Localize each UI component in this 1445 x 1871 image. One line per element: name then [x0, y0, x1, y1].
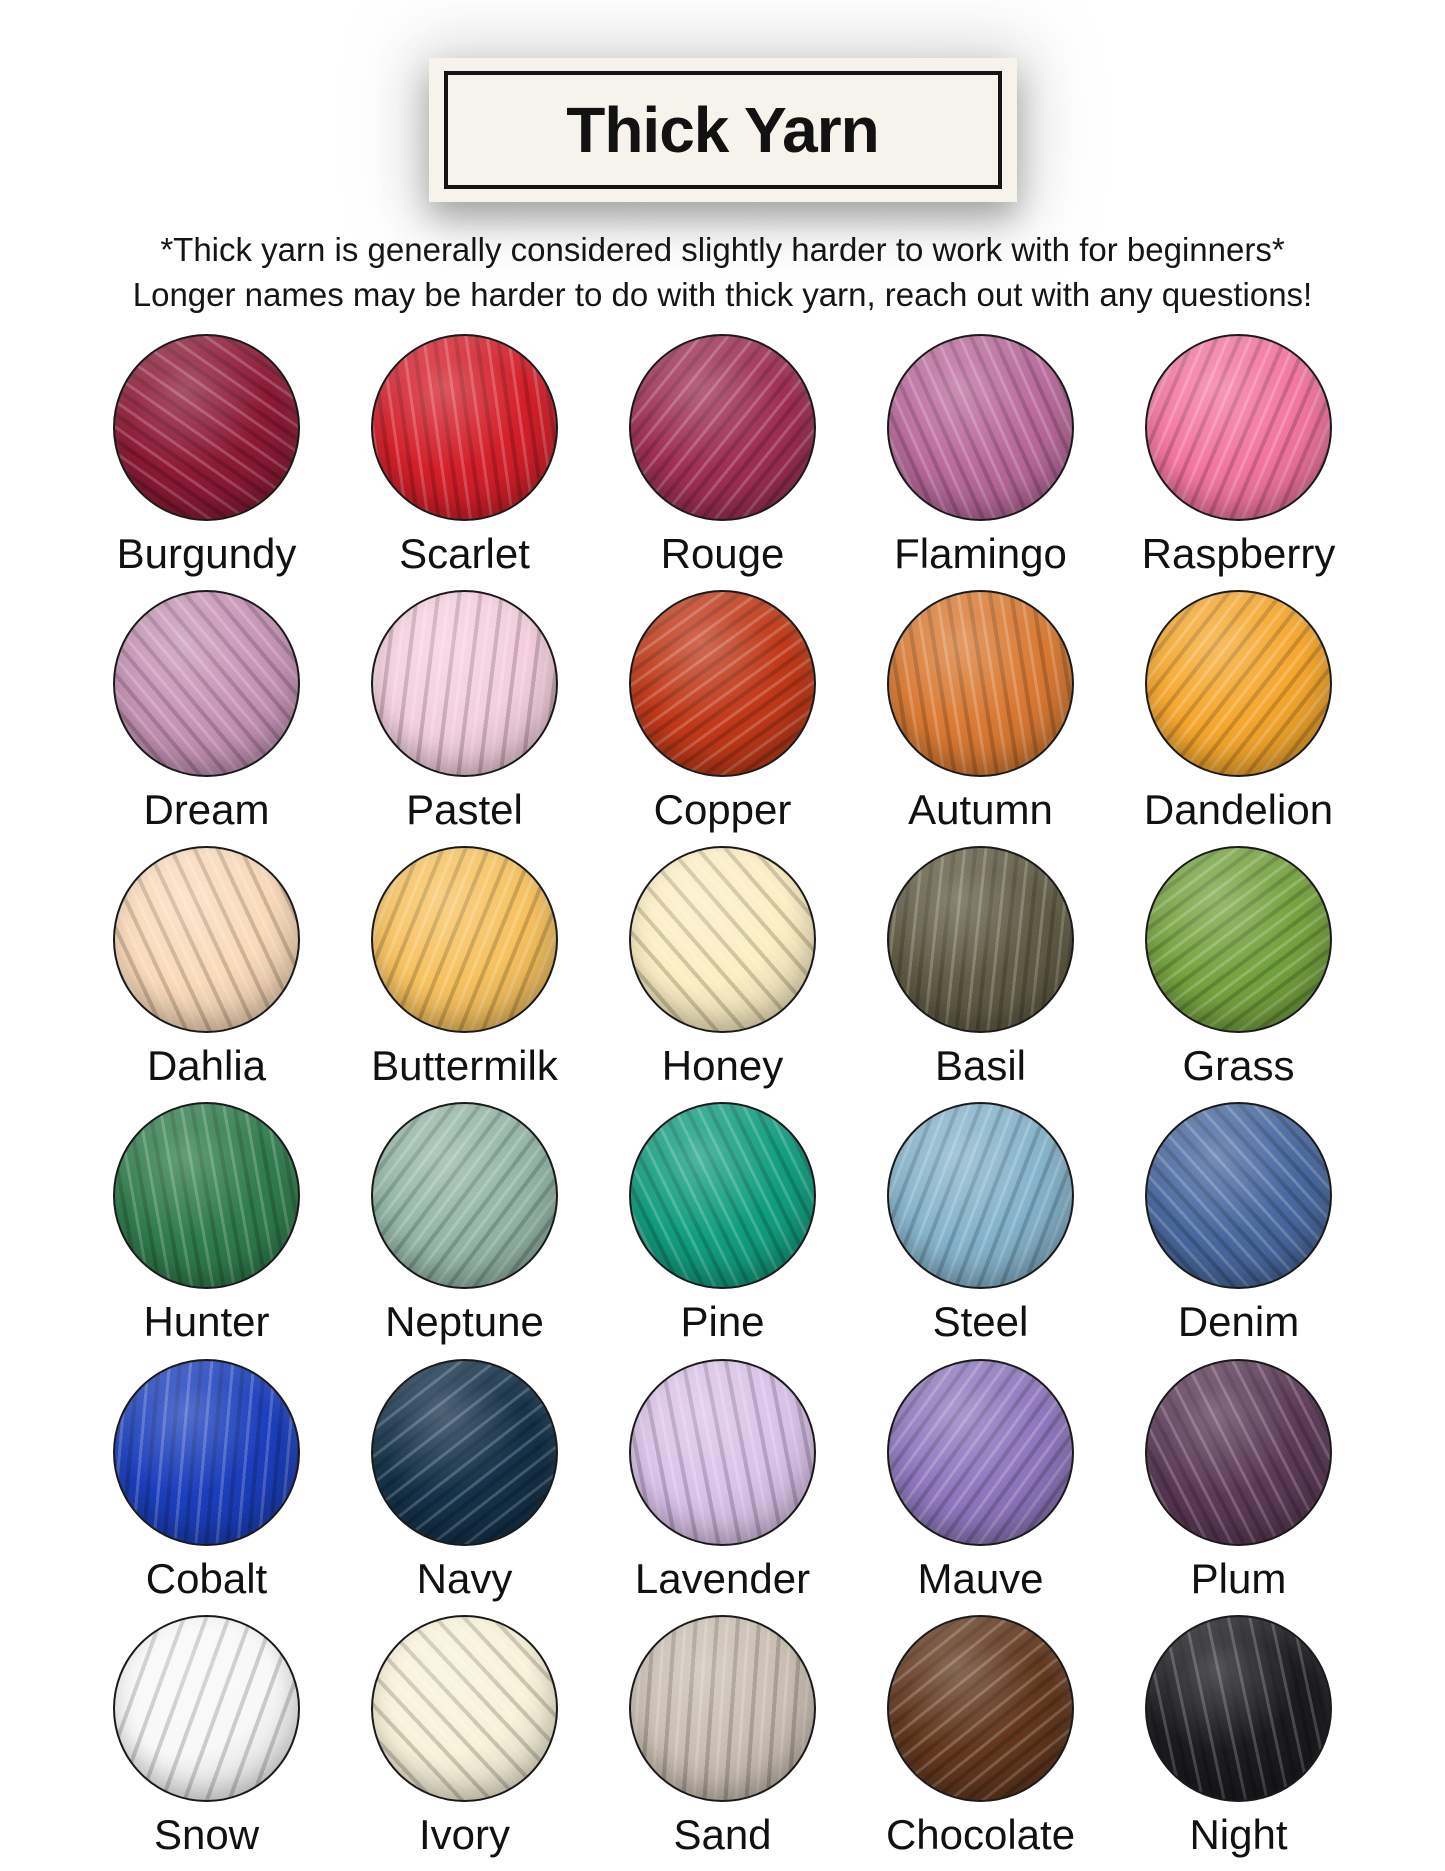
- yarn-item: Night: [1110, 1614, 1368, 1858]
- yarn-ball-image: [1145, 589, 1332, 777]
- yarn-item: Scarlet: [336, 333, 594, 577]
- title-box-border: Thick Yarn: [443, 71, 1002, 189]
- yarn-ball-image: [371, 333, 558, 521]
- subtitle: *Thick yarn is generally considered slig…: [0, 228, 1445, 318]
- yarn-item: Buttermilk: [336, 846, 594, 1089]
- yarn-name-label: Flamingo: [894, 529, 1067, 577]
- yarn-name-label: Dandelion: [1143, 785, 1334, 833]
- yarn-name-label: Ivory: [418, 1810, 510, 1858]
- yarn-item: Dandelion: [1110, 589, 1368, 833]
- yarn-name-label: Scarlet: [399, 529, 530, 577]
- yarn-name-label: Basil: [934, 1042, 1027, 1090]
- yarn-item: Basil: [852, 846, 1110, 1089]
- yarn-item: Grass: [1110, 846, 1368, 1089]
- yarn-item: Denim: [1110, 1102, 1368, 1345]
- yarn-ball-image: [629, 589, 816, 777]
- yarn-ball-image: [371, 589, 558, 777]
- yarn-name-label: Hunter: [143, 1298, 270, 1346]
- yarn-item: Hunter: [78, 1102, 336, 1345]
- yarn-item: Dream: [78, 589, 336, 833]
- yarn-item: Chocolate: [852, 1614, 1110, 1858]
- yarn-item: Dahlia: [78, 846, 336, 1089]
- yarn-grid: Burgundy Scarlet Rouge Flamingo Raspberr…: [78, 333, 1368, 1858]
- yarn-name-label: Autumn: [908, 785, 1053, 833]
- yarn-name-label: Snow: [153, 1810, 260, 1858]
- yarn-name-label: Chocolate: [885, 1810, 1076, 1858]
- yarn-name-label: Lavender: [634, 1554, 811, 1602]
- subtitle-line-1: *Thick yarn is generally considered slig…: [160, 231, 1285, 268]
- yarn-name-label: Neptune: [385, 1298, 544, 1346]
- yarn-item: Cobalt: [78, 1358, 336, 1602]
- yarn-ball-image: [1145, 333, 1332, 521]
- yarn-item: Ivory: [336, 1614, 594, 1858]
- yarn-ball-image: [113, 1358, 300, 1546]
- yarn-ball-image: [1145, 846, 1332, 1034]
- yarn-item: Pine: [594, 1102, 852, 1345]
- yarn-ball-image: [629, 333, 816, 521]
- yarn-item: Neptune: [336, 1102, 594, 1345]
- yarn-ball-image: [629, 1614, 816, 1802]
- yarn-name-label: Denim: [1177, 1298, 1300, 1346]
- yarn-name-label: Dream: [143, 785, 270, 833]
- yarn-item: Pastel: [336, 589, 594, 833]
- yarn-name-label: Buttermilk: [371, 1042, 558, 1090]
- yarn-ball-image: [887, 1614, 1074, 1802]
- yarn-ball-image: [629, 1102, 816, 1290]
- yarn-ball-image: [629, 846, 816, 1034]
- yarn-item: Plum: [1110, 1358, 1368, 1602]
- yarn-name-label: Rouge: [660, 529, 785, 577]
- yarn-ball-image: [371, 1358, 558, 1546]
- yarn-ball-image: [887, 589, 1074, 777]
- yarn-name-label: Sand: [673, 1810, 772, 1858]
- yarn-ball-image: [113, 1614, 300, 1802]
- yarn-item: Honey: [594, 846, 852, 1089]
- header: Thick Yarn: [0, 0, 1445, 202]
- yarn-ball-image: [887, 333, 1074, 521]
- yarn-item: Lavender: [594, 1358, 852, 1602]
- yarn-name-label: Burgundy: [116, 529, 297, 577]
- yarn-item: Burgundy: [78, 333, 336, 577]
- yarn-name-label: Dahlia: [146, 1042, 267, 1090]
- yarn-name-label: Raspberry: [1141, 529, 1336, 577]
- yarn-item: Snow: [78, 1614, 336, 1858]
- yarn-item: Raspberry: [1110, 333, 1368, 577]
- yarn-name-label: Plum: [1190, 1554, 1287, 1602]
- yarn-ball-image: [113, 1102, 300, 1290]
- yarn-name-label: Cobalt: [145, 1554, 268, 1602]
- yarn-ball-image: [113, 589, 300, 777]
- yarn-item: Flamingo: [852, 333, 1110, 577]
- yarn-ball-image: [371, 846, 558, 1034]
- yarn-ball-image: [887, 846, 1074, 1034]
- yarn-name-label: Night: [1189, 1810, 1288, 1858]
- yarn-ball-image: [629, 1358, 816, 1546]
- yarn-item: Steel: [852, 1102, 1110, 1345]
- yarn-name-label: Steel: [932, 1298, 1029, 1346]
- title-box: Thick Yarn: [428, 58, 1017, 202]
- subtitle-line-2: Longer names may be harder to do with th…: [132, 275, 1313, 313]
- yarn-name-label: Honey: [661, 1042, 784, 1090]
- yarn-name-label: Navy: [416, 1554, 513, 1602]
- yarn-item: Autumn: [852, 589, 1110, 833]
- yarn-ball-image: [1145, 1614, 1332, 1802]
- yarn-item: Navy: [336, 1358, 594, 1602]
- yarn-ball-image: [887, 1358, 1074, 1546]
- yarn-item: Mauve: [852, 1358, 1110, 1602]
- yarn-ball-image: [113, 333, 300, 521]
- yarn-name-label: Grass: [1182, 1042, 1295, 1090]
- yarn-name-label: Mauve: [917, 1554, 1044, 1602]
- yarn-ball-image: [1145, 1358, 1332, 1546]
- yarn-name-label: Pastel: [406, 785, 523, 833]
- yarn-name-label: Copper: [653, 785, 792, 833]
- page-title: Thick Yarn: [566, 94, 880, 166]
- yarn-name-label: Pine: [680, 1298, 765, 1346]
- yarn-item: Sand: [594, 1614, 852, 1858]
- yarn-item: Rouge: [594, 333, 852, 577]
- yarn-ball-image: [113, 846, 300, 1034]
- yarn-ball-image: [887, 1102, 1074, 1290]
- yarn-ball-image: [371, 1614, 558, 1802]
- yarn-item: Copper: [594, 589, 852, 833]
- yarn-ball-image: [371, 1102, 558, 1290]
- yarn-ball-image: [1145, 1102, 1332, 1290]
